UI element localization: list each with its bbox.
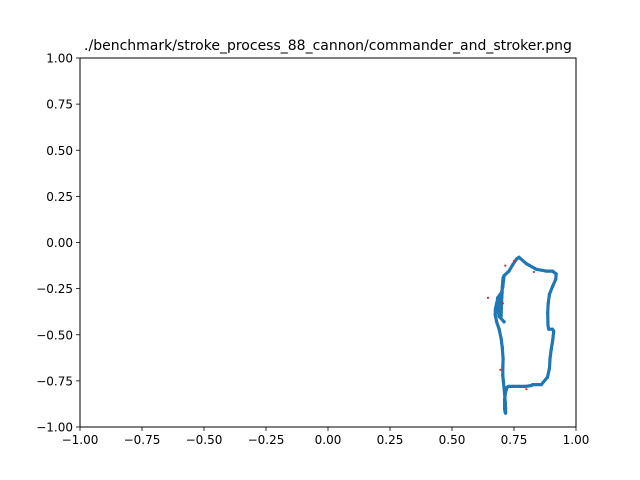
stroke-point: [551, 338, 555, 342]
stroke-point: [503, 406, 508, 411]
stroke-point: [545, 375, 550, 379]
stroke-point: [501, 366, 505, 370]
stroke-point: [511, 263, 515, 267]
stroke-point: [550, 285, 555, 289]
stroke-point: [499, 309, 503, 313]
x-tick-label: −0.75: [124, 433, 161, 447]
stroke-point: [544, 269, 548, 273]
x-tick-label: 0.25: [377, 433, 404, 447]
red-marker-point: [486, 296, 490, 299]
stroke-point: [493, 307, 497, 311]
stroke-point: [546, 311, 550, 315]
red-marker-point: [532, 270, 535, 274]
stroke-point: [534, 267, 538, 271]
stroke-point: [498, 294, 502, 298]
stroke-point: [502, 386, 506, 390]
stroke-point: [529, 383, 533, 388]
stroke-point: [501, 379, 505, 383]
stroke-point: [550, 269, 555, 273]
x-tick-label: 0.75: [501, 433, 528, 447]
x-tick-label: 0.50: [439, 433, 466, 447]
y-tick-label: −1.00: [36, 421, 73, 435]
stroke-point: [500, 290, 504, 294]
stroke-point: [503, 394, 507, 398]
stroke-point: [546, 323, 550, 328]
red-marker-point: [501, 302, 504, 305]
stroke-point: [552, 329, 556, 333]
stroke-point: [502, 320, 506, 324]
y-tick-label: 0.25: [46, 190, 73, 204]
stroke-point: [517, 255, 521, 259]
stroke-point: [548, 357, 552, 361]
x-tick-label: −0.25: [248, 433, 285, 447]
stroke-point: [495, 320, 499, 324]
stroke-point: [547, 327, 551, 331]
x-tick-label: −0.50: [186, 433, 223, 447]
red-marker-point: [499, 368, 502, 371]
stroke-point: [495, 301, 499, 305]
y-tick-label: −0.50: [36, 328, 73, 342]
y-tick-label: 0.75: [46, 98, 73, 112]
stroke-point: [501, 279, 505, 283]
stroke-point: [499, 336, 503, 341]
stroke-point: [500, 285, 504, 289]
stroke-point: [496, 307, 500, 311]
stroke-point: [514, 257, 519, 261]
red-marker-point: [525, 388, 528, 391]
y-tick-label: 1.00: [46, 52, 73, 66]
stroke-point: [547, 292, 552, 296]
stroke-point: [503, 411, 508, 415]
stroke-point: [549, 347, 553, 352]
stroke-point: [502, 397, 507, 401]
x-tick-label: 1.00: [563, 433, 590, 447]
stroke-point: [507, 269, 511, 273]
stroke-point: [497, 327, 501, 331]
y-tick-label: 0.00: [46, 236, 73, 250]
stroke-point: [517, 384, 521, 389]
stroke-point: [505, 385, 509, 389]
stroke-point: [554, 272, 558, 276]
stroke-point: [500, 299, 504, 304]
stroke-point: [499, 314, 503, 318]
stroke-point: [500, 346, 504, 350]
axes: −1.00 −0.75 −0.50 −0.25 0.00 0.25 0.50 0.75 1.00…: [36, 52, 589, 448]
stroke-point: [547, 366, 552, 370]
y-tick-label: 0.50: [46, 144, 73, 158]
stroke-point: [512, 384, 516, 389]
stroke-point: [539, 382, 543, 387]
stroke-point: [502, 274, 506, 278]
x-tick-label: −1.00: [62, 433, 99, 447]
y-tick-label: −0.75: [36, 374, 73, 388]
stroke-point: [503, 401, 507, 405]
y-tick-label: −0.25: [36, 282, 73, 296]
x-tick-label: 0.00: [315, 433, 342, 447]
stroke-point: [554, 277, 558, 281]
plot-area: [486, 255, 558, 415]
stroke-point: [501, 373, 505, 377]
stroke-point: [501, 357, 505, 361]
red-marker-point: [512, 259, 516, 263]
stroke-point: [523, 384, 527, 389]
chart-title: ./benchmark/stroke_process_88_cannon/com…: [84, 38, 572, 54]
red-marker-point: [504, 264, 507, 267]
stroke-point: [524, 262, 529, 266]
stroke-point: [493, 312, 497, 317]
stroke-point: [546, 301, 550, 305]
